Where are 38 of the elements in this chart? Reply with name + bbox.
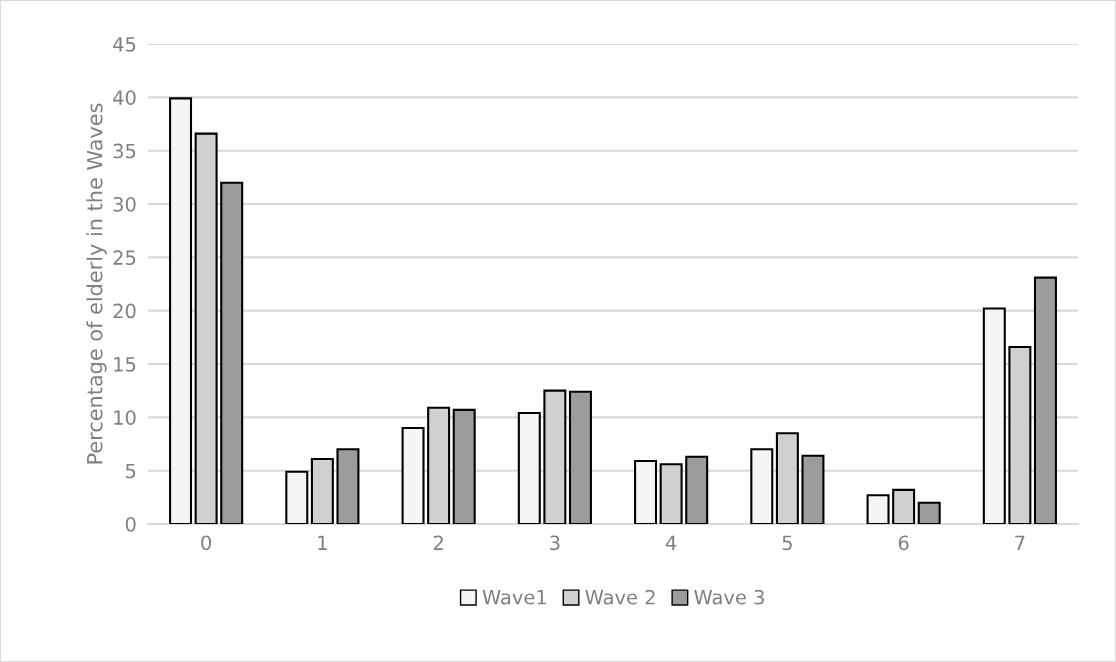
bar bbox=[866, 494, 890, 524]
bar bbox=[917, 501, 941, 524]
bar bbox=[401, 426, 425, 524]
bar bbox=[982, 307, 1006, 524]
bar bbox=[169, 97, 193, 524]
y-axis-title: Percentage of elderly in the Waves bbox=[86, 103, 107, 464]
legend-label: Wave 2 bbox=[585, 589, 655, 605]
y-tick-label: 45 bbox=[113, 37, 136, 52]
x-tick-label: 2 bbox=[433, 535, 443, 550]
bar bbox=[285, 470, 309, 524]
y-tick-label: 40 bbox=[113, 90, 136, 105]
y-tick-label: 20 bbox=[113, 303, 136, 319]
legend-label: Wave 3 bbox=[694, 589, 764, 605]
bar bbox=[750, 448, 774, 524]
x-tick-label: 4 bbox=[665, 535, 677, 550]
y-tick-label: 5 bbox=[126, 463, 136, 479]
x-tick-label: 6 bbox=[898, 535, 909, 551]
bar bbox=[568, 390, 592, 524]
bar bbox=[634, 460, 658, 524]
y-tick-label: 35 bbox=[113, 143, 136, 159]
legend-label: Wave1 bbox=[482, 590, 546, 605]
x-tick-label: 0 bbox=[201, 535, 212, 551]
y-tick-label: 0 bbox=[125, 516, 136, 532]
x-tick-label: 1 bbox=[318, 535, 327, 550]
bar bbox=[685, 455, 709, 524]
x-tick-label: 3 bbox=[550, 535, 560, 551]
bar bbox=[452, 408, 476, 524]
bar bbox=[1033, 276, 1057, 524]
bar bbox=[801, 454, 825, 524]
y-tick-label: 25 bbox=[113, 250, 136, 265]
bar bbox=[517, 412, 541, 524]
bar bbox=[336, 448, 360, 524]
y-tick-label: 15 bbox=[114, 357, 136, 372]
bar bbox=[220, 181, 244, 524]
x-tick-label: 5 bbox=[782, 535, 792, 551]
y-tick-label: 10 bbox=[114, 410, 136, 425]
x-tick-label: 7 bbox=[1015, 535, 1025, 550]
y-tick-label: 30 bbox=[113, 196, 136, 212]
